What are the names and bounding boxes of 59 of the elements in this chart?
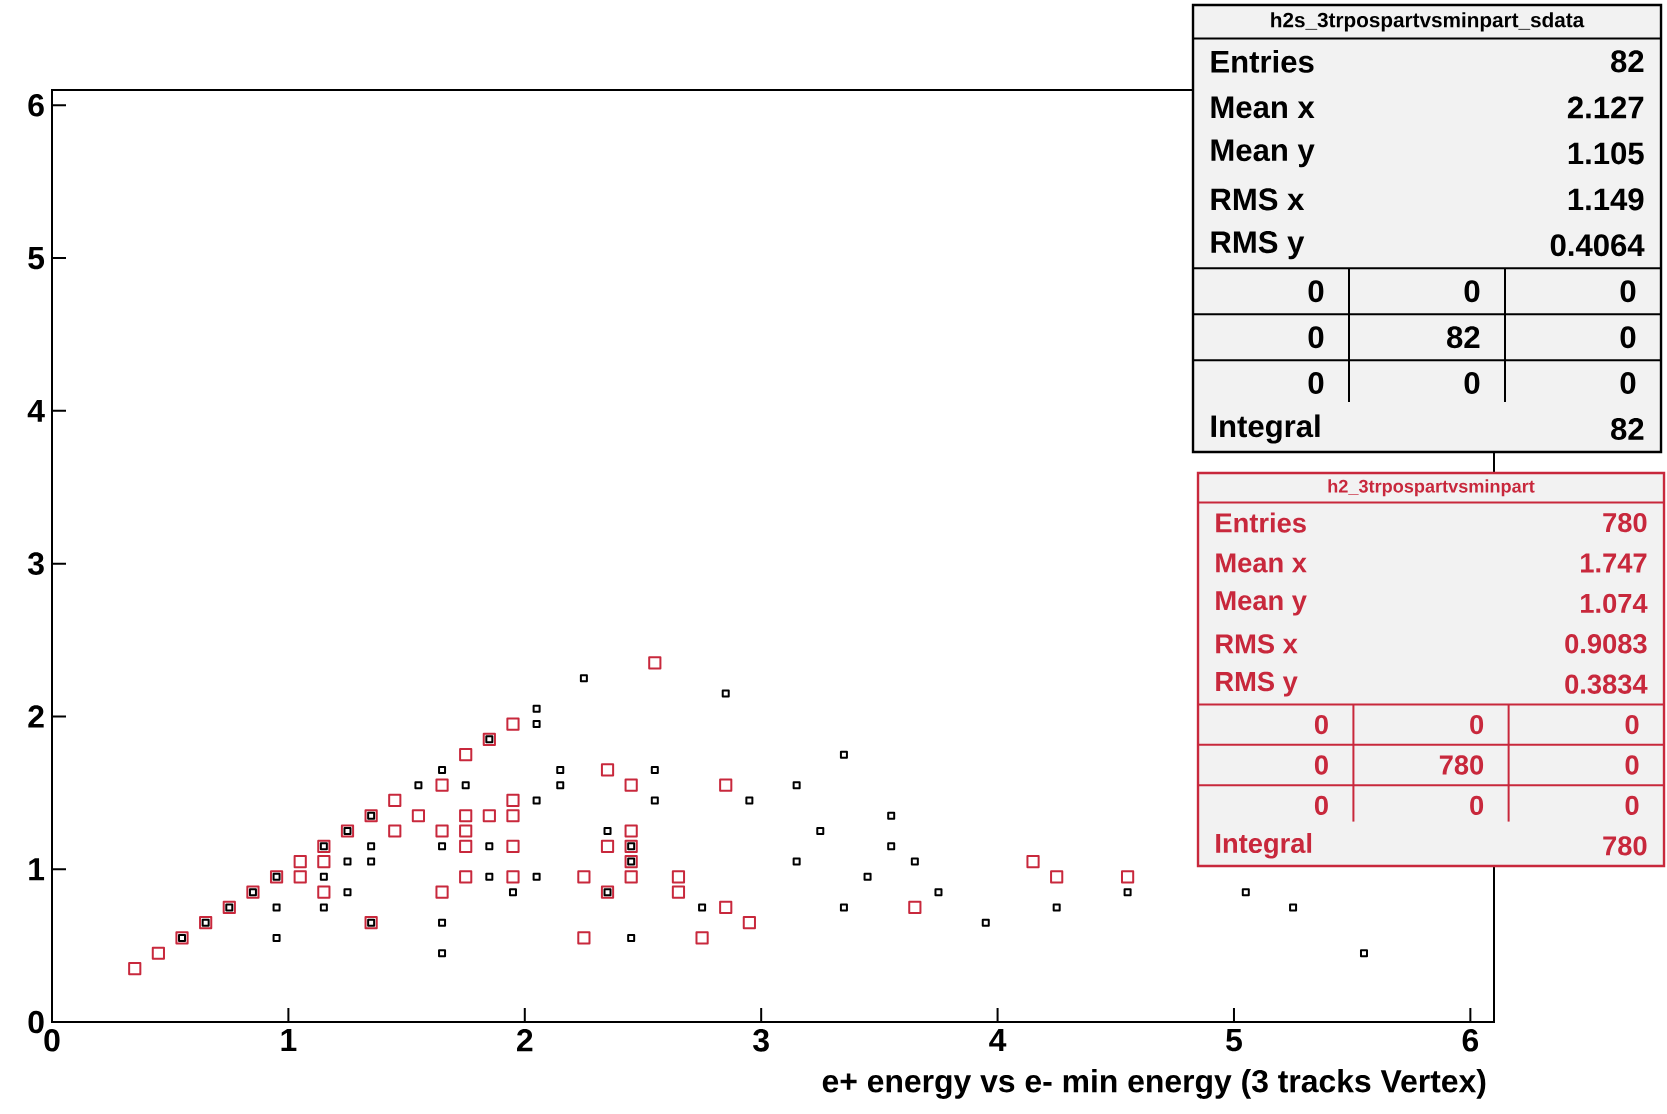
annotation: Mean y — [1216, 591, 1307, 616]
y-tick-label: 1 — [29, 858, 45, 881]
text: 0.9083 — [1565, 634, 1647, 654]
y-tick-label: 0 — [28, 1010, 44, 1034]
y-tick-label: 5 — [28, 246, 45, 270]
text: 82 — [1611, 417, 1644, 440]
text: h2s_3trpospartvsminpart_sdata — [1271, 12, 1585, 32]
y-tick-label: 2 — [28, 705, 44, 728]
text: 1.747 — [1581, 553, 1647, 573]
text: 82 — [1611, 50, 1644, 73]
annotation: 0 — [1314, 755, 1328, 775]
annotation: RMS y — [1216, 671, 1298, 697]
text: 1.074 — [1581, 593, 1648, 614]
annotation: 0 — [1464, 371, 1480, 394]
x-tick-label: 2 — [517, 1029, 533, 1052]
text: 0 — [1620, 280, 1636, 303]
text: 0 — [1625, 795, 1639, 816]
text: h2_3trpospartvsminpart — [1328, 479, 1535, 497]
x-tick-label: 1 — [281, 1029, 297, 1051]
text: 0.3834 — [1565, 674, 1648, 694]
text: 0 — [1625, 755, 1639, 775]
annotation: Mean x — [1211, 96, 1315, 119]
text: Entries — [1211, 49, 1314, 73]
annotation: 82 — [1447, 326, 1480, 349]
x-tick-label: 4 — [989, 1029, 1007, 1051]
y-tick-label: 6 — [28, 94, 44, 117]
annotation: Mean x — [1216, 553, 1307, 573]
annotation: 0 — [1308, 280, 1324, 303]
text: 780 — [1603, 512, 1647, 533]
annotation: Integral — [1216, 833, 1312, 859]
annotation: 0 — [1314, 714, 1328, 735]
text: 0 — [1625, 714, 1639, 735]
annotation: RMS y — [1211, 231, 1305, 260]
x-tick-label: 5 — [1226, 1029, 1242, 1052]
text: 1.105 — [1568, 142, 1644, 165]
x-tick-label: 3 — [753, 1029, 769, 1052]
text: 0.4064 — [1550, 234, 1645, 257]
text: 780 — [1603, 836, 1647, 856]
y-tick-label: 3 — [27, 552, 44, 575]
text: 2.127 — [1567, 96, 1644, 119]
annotation: Entries — [1216, 512, 1306, 533]
y-tick-label: 4 — [27, 399, 45, 422]
annotation: 0 — [1470, 795, 1484, 816]
x-tick-label: 6 — [1462, 1029, 1479, 1052]
annotation: 0 — [1314, 795, 1328, 816]
annotation: RMS x — [1216, 634, 1298, 654]
annotation: Mean y — [1211, 139, 1315, 168]
annotation: 780 — [1439, 755, 1484, 775]
annotation: RMS x — [1211, 188, 1305, 211]
x-axis-title: e+ energy vs e- min energy (3 tracks Vertex) — [822, 1069, 1486, 1099]
text: 0 — [1620, 371, 1636, 394]
text: 0 — [1620, 326, 1636, 349]
annotation: Integral — [1211, 414, 1320, 444]
x-tick-label: 0 — [44, 1029, 60, 1052]
annotation: 0 — [1308, 326, 1324, 349]
annotation: 0 — [1470, 714, 1484, 735]
annotation: 0 — [1308, 371, 1324, 394]
annotation: 0 — [1464, 280, 1480, 303]
text: 1.149 — [1568, 188, 1644, 211]
